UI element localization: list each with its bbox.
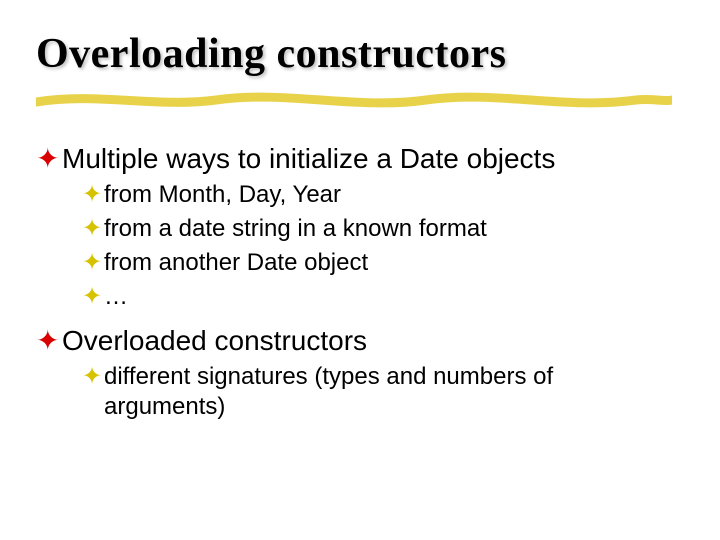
list-subitem: ✦ from Month, Day, Year — [82, 180, 676, 210]
list-subitem: ✦ … — [82, 282, 676, 312]
diamond-icon: ✦ — [82, 180, 104, 210]
list-subitem: ✦ from another Date object — [82, 248, 676, 278]
list-subitem-text: from a date string in a known format — [104, 214, 487, 244]
list-subitem-text: from Month, Day, Year — [104, 180, 341, 210]
list-item: ✦ Overloaded constructors — [36, 324, 676, 358]
diamond-icon: ✦ — [82, 214, 104, 244]
diamond-icon: ✦ — [36, 324, 62, 358]
underline-stroke — [36, 97, 672, 103]
diamond-icon: ✦ — [82, 282, 104, 312]
diamond-icon: ✦ — [82, 248, 104, 278]
slide-title: Overloading constructors — [36, 30, 506, 78]
slide-body: ✦ Multiple ways to initialize a Date obj… — [36, 130, 676, 422]
diamond-icon: ✦ — [36, 142, 62, 176]
title-underline — [36, 88, 672, 110]
list-subitem-text: from another Date object — [104, 248, 368, 278]
list-subitem-text: … — [104, 282, 128, 312]
slide: Overloading constructors ✦ Multiple ways… — [0, 0, 720, 540]
list-item: ✦ Multiple ways to initialize a Date obj… — [36, 142, 676, 176]
list-subitem: ✦ from a date string in a known format — [82, 214, 676, 244]
list-item-text: Multiple ways to initialize a Date objec… — [62, 142, 555, 176]
list-subitem-text: different signatures (types and numbers … — [104, 362, 644, 422]
list-item-text: Overloaded constructors — [62, 324, 367, 358]
list-subitem: ✦ different signatures (types and number… — [82, 362, 676, 422]
diamond-icon: ✦ — [82, 362, 104, 392]
